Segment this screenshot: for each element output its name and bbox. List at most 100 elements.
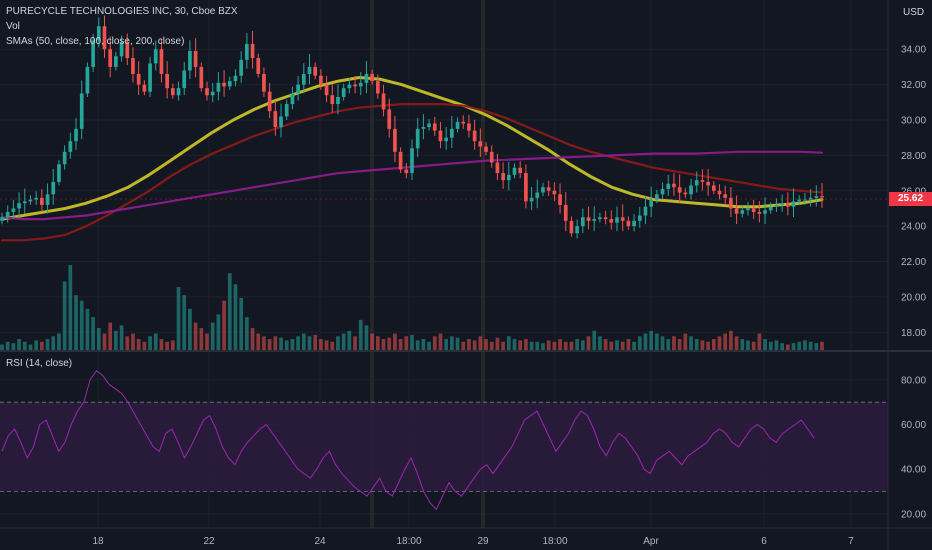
sma50-line <box>0 76 824 221</box>
volume-bar <box>153 333 158 350</box>
candle-body <box>188 51 192 71</box>
volume-bar <box>393 333 397 350</box>
rsi-tick-label: 80.00 <box>901 375 926 386</box>
volume-bar <box>808 341 813 350</box>
session-separator <box>481 0 485 528</box>
candle-body <box>245 43 249 60</box>
candle-body <box>96 26 101 41</box>
candle-body <box>153 49 158 64</box>
candle-body <box>751 208 756 212</box>
candle-body <box>797 199 802 202</box>
candle-body <box>307 66 312 74</box>
candle-body <box>529 197 534 202</box>
candle-body <box>803 199 807 201</box>
volume-bar <box>136 339 141 350</box>
candle-body <box>45 194 50 205</box>
candle-body <box>495 162 500 174</box>
rsi-tick-label: 40.00 <box>901 465 926 476</box>
candle-body <box>267 91 272 112</box>
volume-bar <box>518 340 523 350</box>
volume-bar <box>740 339 745 350</box>
volume-bar <box>108 322 113 350</box>
rsi-legend: RSI (14, close) <box>6 358 73 369</box>
candle-body <box>746 208 750 211</box>
candle-body <box>450 128 454 138</box>
candle-body <box>501 173 505 181</box>
volume-bar <box>182 295 187 350</box>
volume-bar <box>643 333 648 350</box>
volume-bar <box>609 341 614 350</box>
volume-bar <box>558 339 562 350</box>
candle-body <box>279 116 283 128</box>
candle-body <box>79 93 84 129</box>
volume-bar <box>398 339 403 350</box>
time-tick-label: 7 <box>848 536 854 547</box>
time-tick-label: Apr <box>643 536 659 547</box>
candle-body <box>632 220 636 227</box>
volume-bar <box>176 286 181 350</box>
volume-bar <box>711 339 716 350</box>
candle-body <box>643 206 648 216</box>
volume-bar <box>592 330 597 350</box>
candle-body <box>558 194 562 205</box>
candle-body <box>68 141 73 152</box>
candle-body <box>387 109 392 129</box>
candle-body <box>341 88 346 97</box>
candle-body <box>256 58 261 74</box>
volume-bar <box>586 336 591 350</box>
candle-body <box>609 219 614 223</box>
volume-bar <box>79 300 84 350</box>
candle-body <box>205 88 209 96</box>
volume-bar <box>774 340 779 350</box>
candle-body <box>768 206 773 211</box>
candle-body <box>336 97 340 105</box>
candle-body <box>5 212 10 218</box>
candlesticks <box>0 15 824 239</box>
volume-bar <box>689 336 693 350</box>
candle-body <box>569 220 574 234</box>
candle-body <box>62 151 67 165</box>
volume-bar <box>51 336 56 350</box>
volume-bar <box>62 281 67 350</box>
volume-bar <box>803 340 807 350</box>
volume-bar <box>495 337 500 350</box>
volume-bar <box>541 343 545 350</box>
candle-body <box>484 146 488 152</box>
candle-body <box>711 185 716 191</box>
volume-bar <box>307 336 312 350</box>
volume-bar <box>301 333 306 350</box>
volume-bar <box>535 341 540 350</box>
candle-body <box>415 128 420 149</box>
candle-body <box>689 185 693 195</box>
candle-body <box>740 210 745 214</box>
volume-bar <box>256 333 261 350</box>
candle-body <box>296 84 300 94</box>
volume-bar <box>746 340 750 350</box>
candle-body <box>518 167 523 174</box>
candle-body <box>301 74 306 85</box>
volume-bar <box>501 341 505 350</box>
candle-body <box>17 203 21 209</box>
volume-bar <box>472 340 477 350</box>
candle-body <box>535 192 540 198</box>
volume-bar <box>415 340 420 350</box>
volume-bar <box>763 339 767 350</box>
candle-body <box>410 148 414 174</box>
volume-bar <box>199 328 204 350</box>
volume-bar <box>131 333 135 350</box>
candle-body <box>677 187 682 193</box>
candle-body <box>51 181 56 195</box>
candle-body <box>814 196 819 198</box>
candle-body <box>524 173 528 202</box>
volume-bar <box>0 344 4 350</box>
volume-bar <box>193 322 198 350</box>
volume-legend: Vol <box>6 21 20 32</box>
candle-body <box>723 194 728 198</box>
volume-bar <box>683 333 688 350</box>
volume-bar <box>717 336 722 350</box>
volume-bar <box>529 341 534 350</box>
price-tick-label: 22.00 <box>901 257 926 268</box>
volume-bar <box>757 333 762 350</box>
time-axis-ticks: 18 22 24 18:00 29 18:00 Apr 6 7 <box>92 536 854 547</box>
